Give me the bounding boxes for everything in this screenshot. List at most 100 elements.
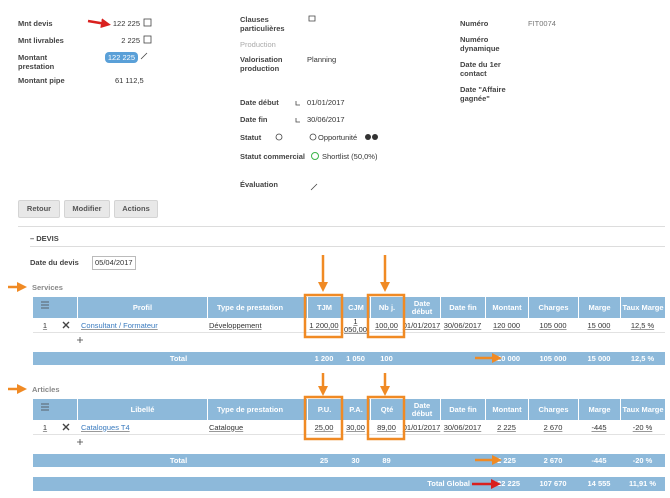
table-cell: Qté (370, 399, 403, 420)
value: 61 112,5 (115, 76, 144, 85)
label: Valorisation production (240, 55, 283, 73)
table-cell: 2 225 (497, 455, 516, 465)
label: Mnt devis (18, 19, 53, 28)
table-cell: 25,00 (314, 422, 334, 432)
table-cell (33, 399, 665, 420)
label: Clauses particulières (240, 15, 285, 33)
table-cell: P.A. (341, 399, 370, 420)
table-cell: 1 050,00 (344, 316, 367, 334)
value: Planning (307, 55, 337, 64)
table-cell: 107 670 (539, 479, 567, 488)
label: Date du 1er contact (460, 60, 501, 78)
table-cell: Date fin (440, 399, 485, 420)
table-cell: 15 000 (587, 320, 611, 330)
table-cell (33, 420, 665, 435)
separator (30, 246, 665, 247)
table-cell: 100,00 (375, 320, 398, 330)
table-cell: 30/06/2017 (443, 422, 482, 432)
table-cell: 89,00 (377, 422, 396, 432)
table-cell: Date début (403, 399, 440, 420)
table-cell: Développement (209, 320, 262, 330)
table-cell: Total (169, 353, 188, 363)
value: FIT0074 (528, 19, 556, 28)
value: 30/06/2017 (307, 115, 345, 124)
table-cell: 120 000 (492, 353, 521, 363)
table-cell: Nb j. (370, 297, 403, 318)
table-cell: -20 % (632, 455, 653, 465)
table-cell: Marge (578, 399, 620, 420)
table-cell[interactable]: Catalogues T4 (81, 422, 130, 432)
table-cell: Taux Marge (620, 399, 665, 420)
table-cell: Montant (485, 399, 528, 420)
table-cell: Total Global (427, 479, 470, 488)
table-cell: 12,5 % (630, 320, 655, 330)
table-cell: 01/01/2017 (402, 320, 441, 330)
separator (18, 226, 665, 227)
label: Date du devis (30, 258, 79, 267)
button[interactable]: Actions (114, 200, 158, 218)
table-cell: 105 000 (539, 320, 567, 330)
table-cell: -20 % (632, 422, 653, 432)
label: Statut (240, 133, 262, 142)
table-cell: Profil (77, 297, 207, 318)
table-cell: Date fin (440, 297, 485, 318)
label: Mnt livrables (18, 36, 64, 45)
section-title[interactable]: – DEVIS (30, 234, 59, 243)
label: Numéro (460, 19, 489, 28)
label: Statut commercial (240, 152, 306, 161)
table-cell: 30,00 (346, 422, 365, 432)
value: Opportunité (318, 133, 358, 142)
table-cell: 12,5 % (630, 353, 655, 363)
table-cell: Type de prestation (207, 297, 292, 318)
table-cell: 1 200 (314, 353, 334, 363)
table-cell: -445 (591, 422, 607, 432)
table-cell: Date début (403, 297, 440, 318)
label: Date fin (240, 115, 268, 124)
table-cell[interactable]: Consultant / Formateur (81, 320, 158, 330)
label: Montant prestation (18, 53, 55, 71)
table-cell: 100 (380, 353, 393, 363)
table-cell: 1 (42, 422, 48, 432)
table-cell: Type de prestation (207, 399, 292, 420)
value: 01/01/2017 (307, 98, 345, 107)
button[interactable]: Modifier (64, 200, 110, 218)
label: Date "Affaire gagnée" (460, 85, 506, 103)
table-cell: 30 (351, 455, 360, 465)
table-cell (33, 454, 665, 467)
table-cell (33, 318, 665, 333)
table-cell: Montant (485, 297, 528, 318)
table-cell: 14 555 (587, 479, 611, 488)
table-cell: 11,91 % (628, 479, 657, 488)
button[interactable]: Retour (18, 200, 60, 218)
table-cell: 122 225 (492, 479, 521, 488)
table-cell: 105 000 (539, 353, 567, 363)
section-title: Services (32, 283, 63, 292)
table-cell: Charges (528, 297, 578, 318)
table-cell: -445 (591, 455, 607, 465)
table-cell: 1 200,00 (309, 320, 339, 330)
table-cell: Total (169, 455, 188, 465)
table-cell (33, 477, 665, 491)
value-badge: 122 225 (104, 52, 138, 63)
table-cell: 120 000 (492, 320, 521, 330)
label: Numéro dynamique (460, 35, 500, 53)
table-cell: 01/01/2017 (402, 422, 441, 432)
table-cell: 89 (382, 455, 391, 465)
table-cell: Marge (578, 297, 620, 318)
table-cell (33, 352, 665, 365)
table-cell: TJM (307, 297, 341, 318)
table-cell: 2 225 (497, 422, 516, 432)
value: Shortlist (50,0%) (322, 152, 378, 161)
value: 2 225 (121, 36, 140, 45)
date-input[interactable]: 05/04/2017 (92, 256, 136, 270)
table-cell: Libellé (77, 399, 207, 420)
label: Montant pipe (18, 76, 65, 85)
label: Évaluation (240, 180, 278, 189)
section-title: Articles (32, 385, 60, 394)
table-cell: 2 670 (543, 422, 563, 432)
table-cell: 1 050 (346, 353, 365, 363)
table-cell: Catalogue (209, 422, 244, 432)
table-cell: CJM (341, 297, 370, 318)
